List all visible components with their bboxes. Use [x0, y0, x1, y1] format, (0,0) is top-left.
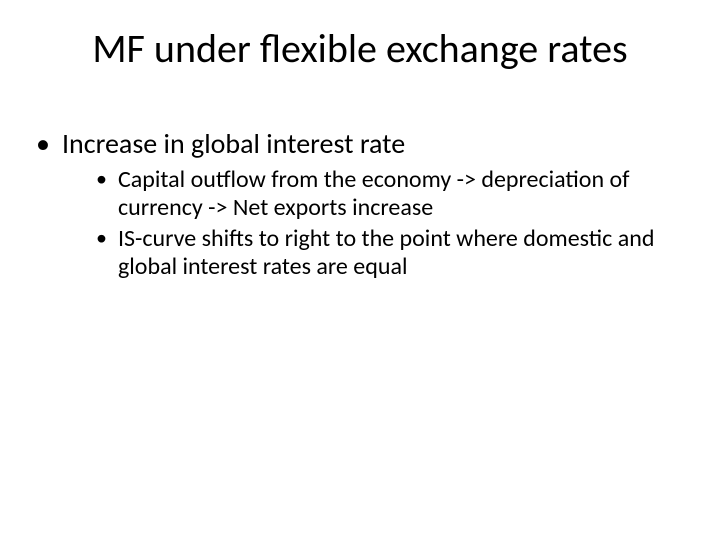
bullet-text: Capital outflow from the economy -> depr…	[118, 165, 629, 222]
list-item: IS-curve shifts to right to the point wh…	[96, 225, 686, 280]
bullet-text: Increase in global interest rate	[62, 126, 405, 161]
slide-title: MF under flexible exchange rates	[0, 24, 720, 73]
bullet-list-level2: Capital outflow from the economy -> depr…	[62, 166, 686, 280]
bullet-list-level1: Increase in global interest rate Capital…	[34, 128, 686, 281]
slide: MF under flexible exchange rates Increas…	[0, 0, 720, 540]
bullet-text: IS-curve shifts to right to the point wh…	[118, 224, 654, 281]
list-item: Capital outflow from the economy -> depr…	[96, 166, 686, 221]
slide-body: Increase in global interest rate Capital…	[34, 128, 686, 289]
list-item: Increase in global interest rate Capital…	[34, 128, 686, 281]
